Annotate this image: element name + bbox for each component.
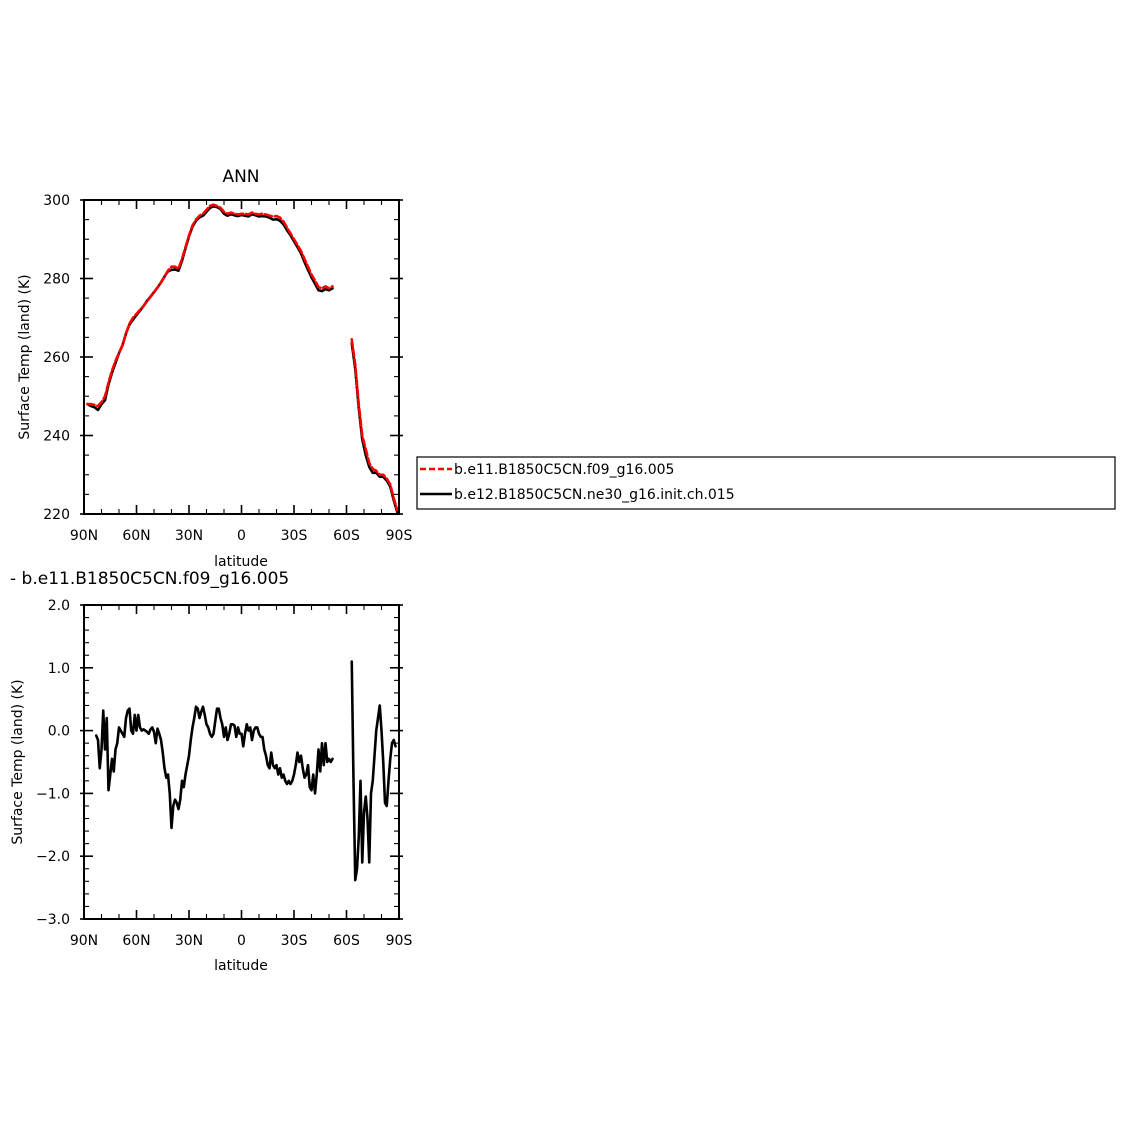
temperature-panel-ticks: 90N 60N 30N 0 30S 60S 90S 220 240 260 280 300 [43,193,412,544]
series-line-1-segment-2 [350,338,399,512]
series-line-1-segment-1 [94,705,334,830]
x-tick-label: 30S [281,528,308,544]
y-tick-label: 300 [43,193,70,209]
y-tick-label: 0.0 [48,724,70,740]
x-tick-label: 0 [237,933,246,949]
x-tick-label: 90S [386,933,413,949]
difference-panel-ticks: 90N 60N 30N 0 30S 60S 90S −3.0 −2.0 −1.0 0.0 1.0 2.0 [36,598,412,949]
x-tick-label: 30N [175,933,203,949]
x-tick-label: 30S [281,933,308,949]
series-line-2-segment-1 [86,204,334,412]
x-tick-label: 60N [122,933,150,949]
difference-panel-xlabel: latitude [214,958,268,974]
difference-panel-frame [83,604,400,920]
x-tick-label: 90S [386,528,413,544]
x-tick-label: 0 [237,528,246,544]
x-tick-label: 60N [122,528,150,544]
y-tick-label: 220 [43,507,70,523]
difference-panel-title: - b.e11.B1850C5CN.f09_g16.005 [10,569,289,589]
temperature-panel-ylabel: Surface Temp (land) (K) [17,274,33,439]
difference-panel-lines [94,660,397,882]
y-tick-label: −2.0 [36,849,70,865]
y-tick-label: −3.0 [36,912,70,928]
y-tick-label: 1.0 [48,661,70,677]
x-tick-label: 30N [175,528,203,544]
y-tick-label: 280 [43,272,70,288]
y-tick-label: −1.0 [36,786,70,802]
y-tick-label: 240 [43,429,70,445]
difference-panel-ylabel: Surface Temp (land) (K) [10,679,26,844]
series-line-1-segment-2 [350,660,397,882]
y-tick-label: 2.0 [48,598,70,614]
temperature-panel-xlabel: latitude [214,554,268,570]
x-tick-label: 60S [333,933,360,949]
x-tick-label: 90N [70,528,98,544]
legend-label-2: b.e12.B1850C5CN.ne30_g16.init.ch.015 [454,487,735,503]
x-tick-label: 60S [333,528,360,544]
legend-label-1: b.e11.B1850C5CN.f09_g16.005 [454,462,674,478]
temperature-panel-title: ANN [222,167,259,187]
legend: b.e11.B1850C5CN.f09_g16.005 b.e12.B1850C… [416,456,1116,510]
difference-panel: - b.e11.B1850C5CN.f09_g16.005 latitude S… [10,569,412,974]
temperature-panel-frame [83,199,400,515]
y-tick-label: 260 [43,350,70,366]
series-line-1-segment-1 [86,203,334,408]
temperature-panel-lines [86,203,399,514]
x-tick-label: 90N [70,933,98,949]
temperature-panel: ANN latitude Surface Temp (land) (K) 90N… [17,167,412,570]
legend-box [416,456,1116,510]
